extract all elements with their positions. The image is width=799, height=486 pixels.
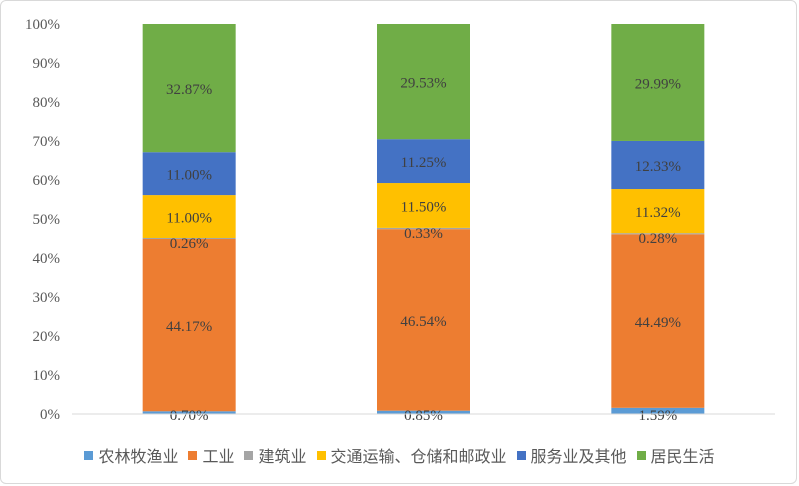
legend-item: 居民生活 [636,443,715,467]
legend: 农林牧渔业 工业 建筑业 交通运输、仓储和邮政业 服务业及其他 居民生活 [0,440,799,470]
legend-label: 居民生活 [650,447,715,466]
bar-segment [377,227,470,230]
bar-segment [611,233,705,235]
y-tick-label: 0% [40,407,60,423]
data-label: 46.54% [400,314,446,330]
data-labels: 0.70% 44.17% 0.26% 11.00% 11.00% 32.87% 0.85% 4… [166,76,681,424]
legend-label: 交通运输、仓储和邮政业 [330,447,507,466]
y-tick-label: 30% [33,290,61,306]
data-label: 0.33% [404,226,443,242]
bar-segment [611,24,705,141]
legend-swatch [636,450,646,460]
bar-segment [142,24,236,153]
bars-area [142,24,705,414]
data-label: 11.32% [635,205,681,221]
bar-segment [377,229,470,411]
legend-swatch [188,450,198,460]
y-tick-label: 80% [33,95,61,111]
bar-segment [611,234,705,408]
bar-segment [377,24,470,140]
legend-swatch [244,450,254,460]
data-label: 12.33% [635,159,681,175]
legend-item: 交通运输、仓储和邮政业 [316,443,507,467]
data-label: 11.00% [166,211,212,227]
y-axis: 0% 10% 20% 30% 40% 50% 60% 70% 80% 90% 100% [25,17,60,423]
data-label: 0.26% [170,236,209,252]
data-label: 0.28% [638,231,677,247]
bar-segment [142,411,236,414]
y-tick-label: 20% [33,329,61,345]
legend-label: 服务业及其他 [530,447,627,466]
legend-swatch [84,450,94,460]
legend-item: 工业 [188,443,234,467]
y-tick-label: 70% [33,134,61,150]
y-tick-label: 10% [33,368,61,384]
y-tick-label: 40% [33,251,61,267]
legend-item: 建筑业 [244,443,307,467]
stacked-bar-chart: 0% 10% 20% 30% 40% 50% 60% 70% 80% 90% 100% 0.70% 4… [25,17,775,424]
data-label: 0.85% [404,408,443,424]
bar-segment [611,140,705,190]
y-tick-label: 50% [33,212,61,228]
data-label: 29.53% [400,76,446,92]
bar-segment [377,183,470,228]
data-label: 11.25% [401,155,447,171]
data-label: 32.87% [166,82,212,98]
bar-segment [377,139,470,184]
legend-swatch [516,450,526,460]
data-label: 0.70% [170,408,209,424]
y-tick-label: 60% [33,173,61,189]
data-label: 29.99% [635,76,681,92]
bar-segment [611,189,705,234]
data-label: 44.49% [635,315,681,331]
bar-segment [142,195,236,238]
y-tick-label: 100% [25,17,60,33]
bar-segment [142,239,236,412]
legend-label: 农林牧渔业 [98,447,179,466]
bar-segment [611,407,705,414]
legend-item: 农林牧渔业 [84,443,178,467]
bar-segment [142,237,236,240]
y-tick-label: 90% [33,56,61,72]
legend-label: 建筑业 [258,447,307,466]
data-label: 44.17% [166,319,212,335]
bar-segment [377,410,470,414]
data-label: 11.50% [401,199,447,215]
legend-label: 工业 [202,447,235,466]
legend-swatch [316,450,326,460]
data-label: 11.00% [166,168,212,184]
legend-item: 服务业及其他 [516,443,627,467]
data-label: 1.59% [638,408,677,424]
bar-segment [142,152,236,196]
